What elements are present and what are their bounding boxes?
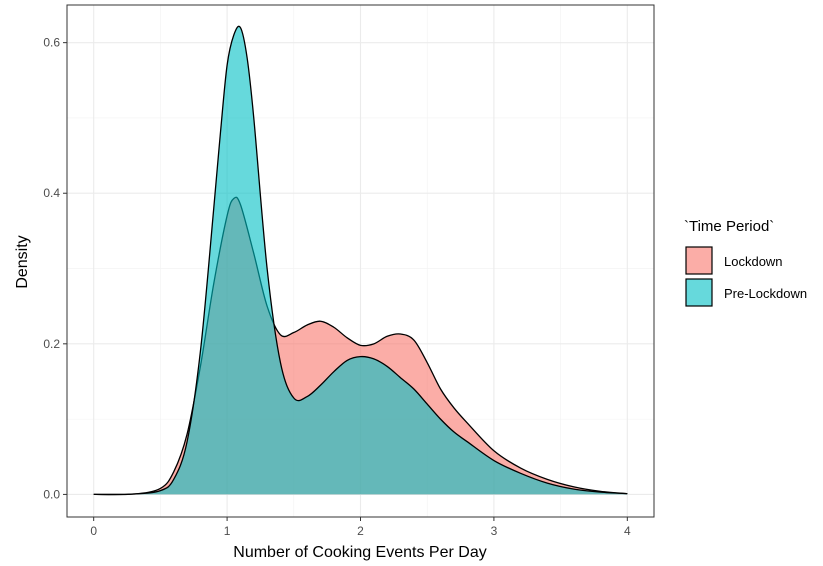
x-axis: 0 1 2 3 4 <box>90 517 631 538</box>
legend-item-pre-lockdown: Pre-Lockdown <box>685 278 807 307</box>
y-axis: 0.0 0.2 0.4 0.6 <box>43 36 67 501</box>
series-pre-lockdown <box>93 25 628 496</box>
y-tick-label: 0.2 <box>43 337 60 351</box>
legend-key-pre-lockdown <box>685 278 713 307</box>
legend-key-lockdown <box>685 246 713 275</box>
density-area-pre-lockdown <box>93 26 628 495</box>
x-tick-label: 4 <box>624 524 631 538</box>
legend-title: `Time Period` <box>684 218 774 235</box>
y-tick-label: 0.0 <box>43 487 60 501</box>
x-tick-label: 3 <box>491 524 498 538</box>
legend-label-lockdown: Lockdown <box>724 254 783 269</box>
x-tick-label: 2 <box>357 524 364 538</box>
legend: `Time Period` Lockdown Pre-Lockdown <box>684 218 807 307</box>
series-layer <box>93 25 628 496</box>
y-tick-label: 0.4 <box>43 186 60 200</box>
x-axis-label: Number of Cooking Events Per Day <box>233 544 486 561</box>
x-tick-label: 0 <box>90 524 97 538</box>
x-tick-label: 1 <box>224 524 231 538</box>
y-tick-label: 0.6 <box>43 36 60 50</box>
density-line-pre-lockdown <box>93 25 628 496</box>
legend-label-pre-lockdown: Pre-Lockdown <box>724 286 807 301</box>
y-axis-label: Density <box>14 235 31 288</box>
legend-item-lockdown: Lockdown <box>685 246 783 275</box>
